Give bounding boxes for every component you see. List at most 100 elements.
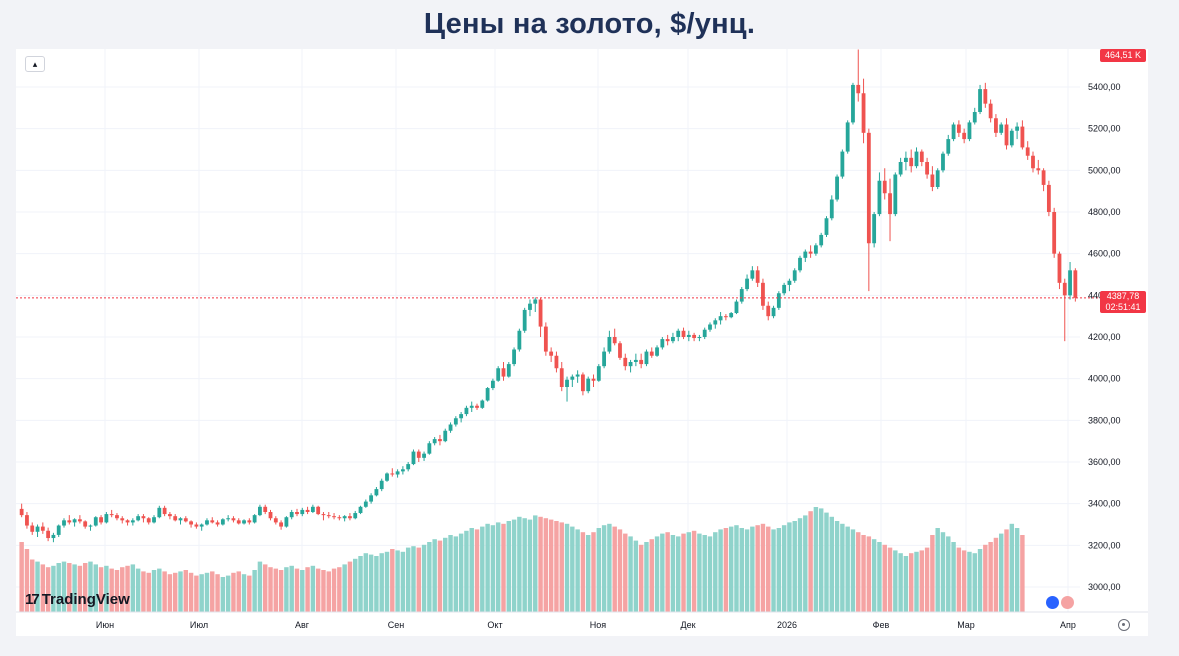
volume-bar (215, 574, 220, 612)
candle-body (194, 524, 199, 527)
candle-body (803, 251, 808, 258)
volume-bar (268, 567, 273, 612)
candle-body (872, 214, 877, 244)
tradingview-logo[interactable]: 17 TradingView (25, 589, 130, 609)
volume-bar (988, 542, 993, 612)
volume-bar (834, 521, 840, 612)
candle-body (268, 512, 273, 519)
volume-bar (24, 549, 30, 612)
volume-bar (310, 565, 316, 612)
volume-bar (829, 516, 835, 612)
candle-body (348, 516, 352, 519)
volume-bar (82, 563, 88, 612)
candle-body (358, 506, 363, 514)
candle-body (655, 347, 659, 356)
volume-bar (691, 530, 697, 612)
event-icons[interactable] (1046, 596, 1074, 609)
candle-body (612, 337, 617, 344)
candle-body (178, 518, 183, 521)
candle-body (708, 324, 712, 330)
volume-bar (241, 574, 247, 612)
candle-body (776, 293, 781, 308)
volume-bar (903, 556, 909, 612)
candle-body (205, 520, 209, 525)
candle-body (310, 506, 315, 512)
volume-bar (384, 551, 390, 612)
volume-bar (427, 542, 432, 612)
y-axis: 3000,00 3200,00 3400,00 3600,00 3800,00 4000,… (1088, 82, 1121, 592)
candle-body (183, 518, 188, 522)
volume-bar (977, 549, 983, 612)
candlestick-chart[interactable]: 3000,00 3200,00 3400,00 3600,00 3800,00 4000,… (16, 49, 1148, 636)
volume-bar (893, 550, 898, 612)
candle-body (866, 132, 871, 244)
volume-bar (760, 523, 766, 612)
volume-bar (183, 570, 189, 612)
candle-body (300, 509, 305, 515)
volume-bar (77, 565, 83, 612)
volume-value: 464,51 K (1104, 50, 1142, 60)
candle-body (554, 355, 559, 369)
volume-bar (998, 533, 1004, 612)
volume-bar (601, 525, 607, 612)
candle-body (861, 93, 866, 133)
volume-bar (1009, 523, 1015, 612)
candle-body (496, 368, 501, 381)
candle-body (443, 430, 448, 442)
volume-bar (210, 571, 215, 612)
volume-bar (93, 564, 99, 612)
candle-body (766, 305, 771, 317)
candle-body (930, 174, 935, 187)
candle-body (750, 270, 755, 279)
volume-bar (353, 558, 358, 612)
volume-bar (861, 535, 866, 612)
volume-bar (114, 570, 120, 612)
chart-panel[interactable]: 3000,00 3200,00 3400,00 3600,00 3800,00 4000,… (16, 49, 1148, 636)
volume-bar (522, 518, 527, 612)
candle-body (676, 330, 681, 337)
volume-bar (395, 550, 400, 612)
volume-bar (178, 571, 183, 612)
volume-bar (644, 542, 649, 612)
candle-body (1020, 126, 1025, 148)
candle-body (427, 443, 432, 454)
candle-body (941, 153, 945, 171)
flag-icon[interactable] (1061, 596, 1074, 609)
candle-body (904, 157, 908, 162)
candle-body (533, 299, 538, 304)
volume-bar (591, 532, 596, 612)
volume-bar (104, 565, 109, 612)
volume-bar (56, 563, 61, 612)
volume-bar (787, 522, 792, 612)
x-axis: Июн Июл Авг Сен Окт Ноя Дек 2026 Фев Мар Апр (16, 611, 1148, 630)
volume-bar (474, 529, 480, 612)
y-tick-label: 5000,00 (1088, 165, 1121, 175)
volume-bar (670, 535, 676, 612)
volume-bar (877, 542, 882, 612)
lightning-icon[interactable] (1046, 596, 1059, 609)
volume-bar (771, 529, 776, 612)
y-tick-label: 3800,00 (1088, 415, 1121, 425)
volume-bar (278, 570, 284, 612)
candle-body (46, 530, 51, 539)
candle-body (994, 118, 998, 133)
volume-bar (628, 536, 633, 612)
volume-bar (405, 547, 411, 612)
candle-body (258, 506, 262, 516)
candle-body (851, 84, 855, 123)
collapse-button[interactable]: ▴ (25, 56, 45, 72)
candle-body (607, 337, 612, 352)
volume-bar (538, 516, 543, 612)
volume-bar (908, 553, 914, 612)
candle-body (1062, 282, 1067, 296)
candle-body (972, 112, 977, 123)
candle-body (570, 376, 575, 380)
volume-bar (972, 553, 977, 612)
settings-gear-icon[interactable] (1118, 619, 1130, 631)
tradingview-name: TradingView (41, 590, 130, 608)
candle-body (988, 103, 993, 119)
candle-body (919, 151, 924, 162)
candle-body (379, 480, 384, 490)
candle-body (956, 124, 961, 133)
candle-body (729, 313, 734, 318)
